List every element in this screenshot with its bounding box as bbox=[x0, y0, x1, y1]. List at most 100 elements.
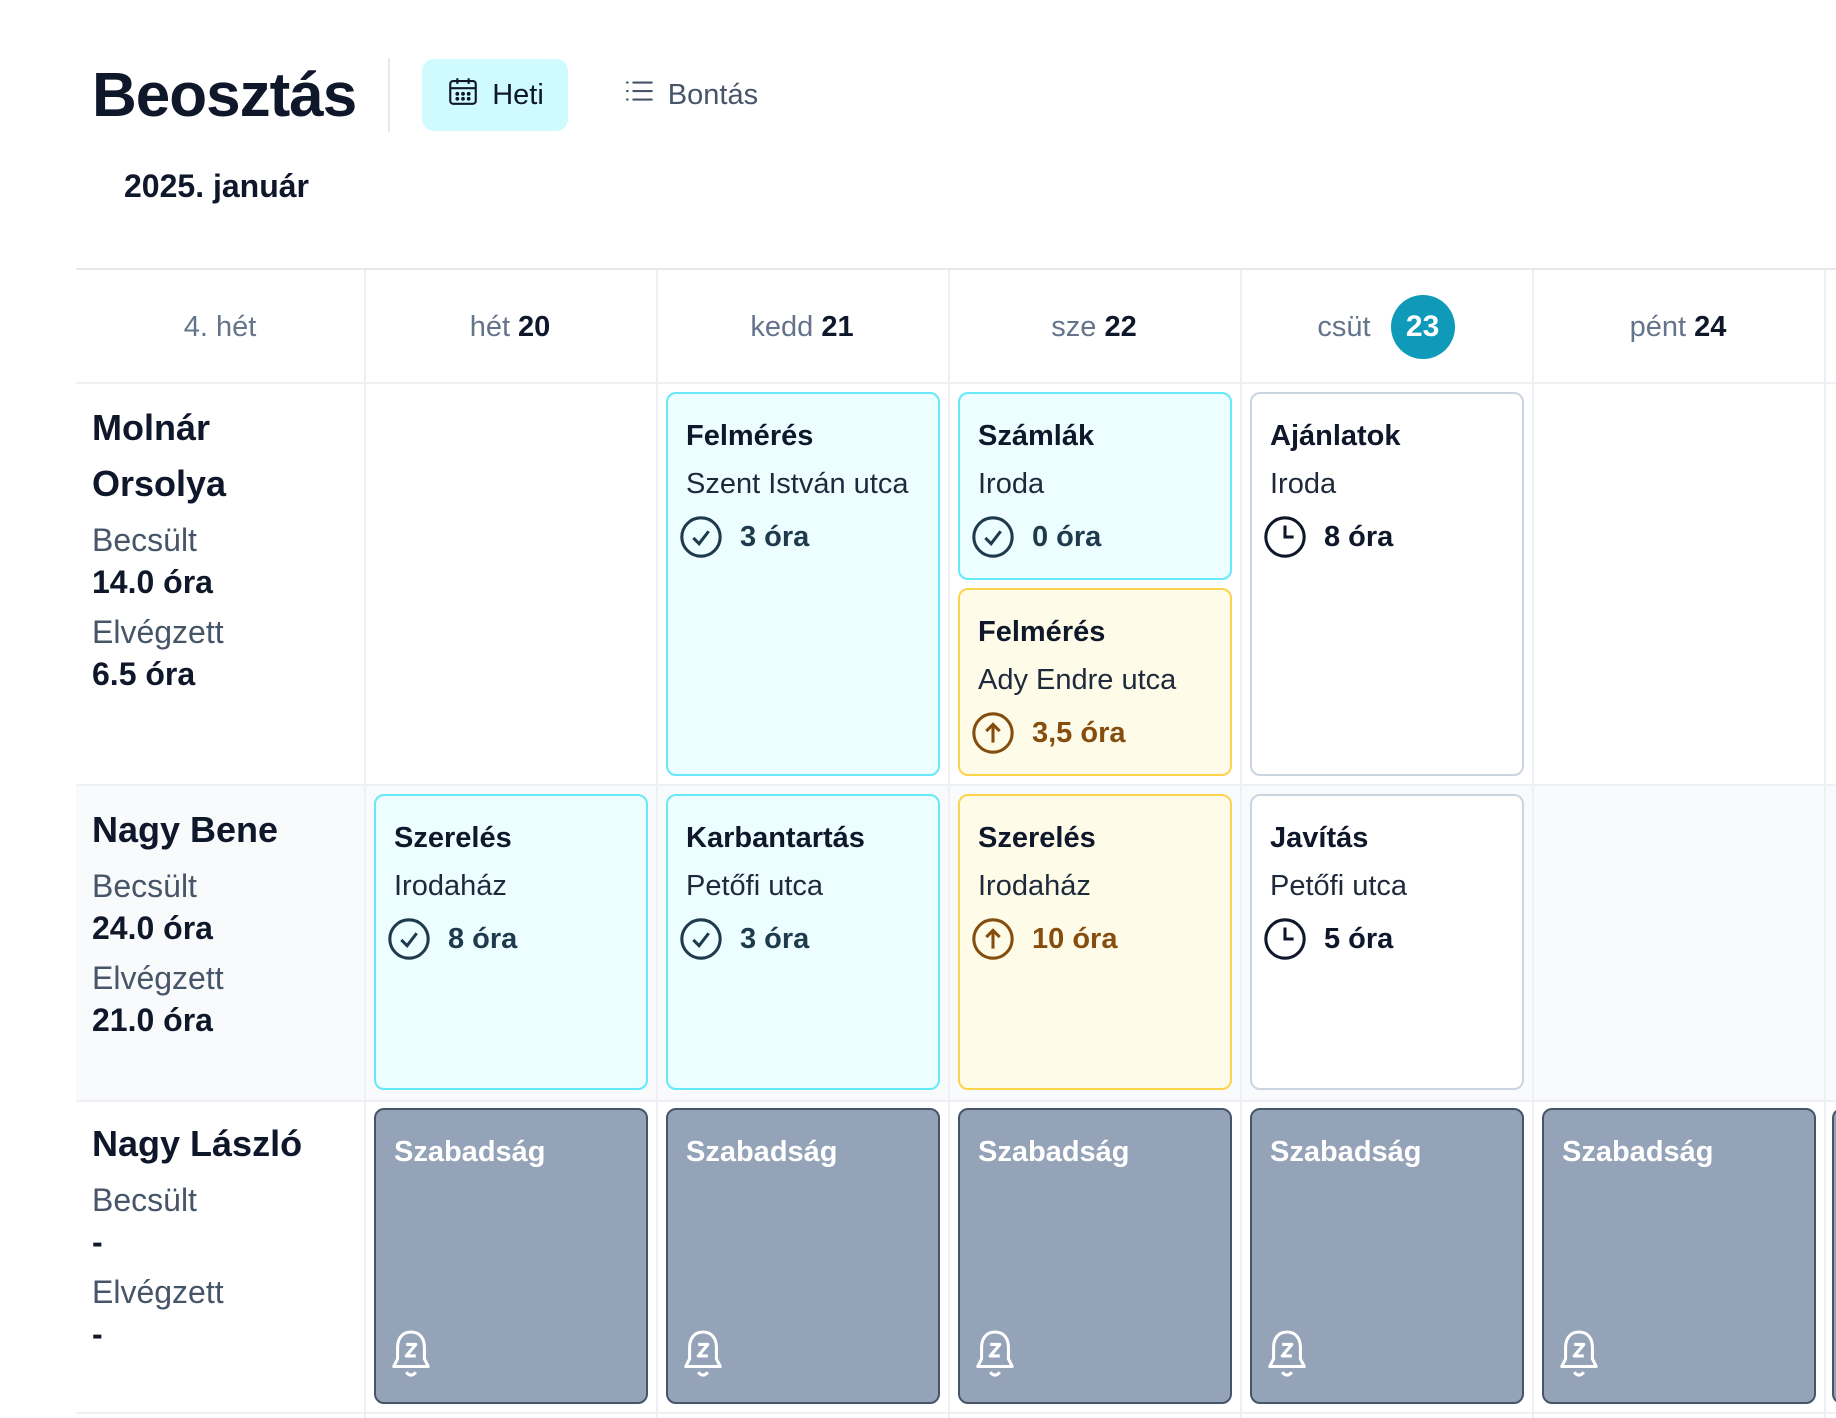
leave-label: Szabadság bbox=[1270, 1136, 1422, 1168]
month-label: 2025. január bbox=[124, 168, 309, 204]
task-card[interactable]: Szerelés Irodaház 8 óra bbox=[374, 794, 648, 1090]
bell-snooze-icon bbox=[392, 1330, 430, 1377]
task-location: Irodaház bbox=[978, 870, 1091, 902]
week-number: 4. hét bbox=[183, 310, 257, 343]
task-card[interactable]: Számlák Iroda 0 óra bbox=[958, 392, 1232, 580]
task-card[interactable]: Karbantartás Petőfi utca 3 óra bbox=[666, 794, 940, 1090]
task-card[interactable]: Ajánlatok Iroda 8 óra bbox=[1250, 392, 1524, 776]
task-location: Petőfi utca bbox=[1270, 870, 1408, 902]
task-hours: 3 óra bbox=[680, 916, 920, 962]
leave-card[interactable]: Szabadság bbox=[666, 1108, 940, 1404]
today-badge: 23 bbox=[1390, 295, 1455, 359]
day-header-wed[interactable]: sze 22 bbox=[1051, 310, 1137, 343]
estimated-value: 24.0 óra bbox=[92, 910, 213, 946]
employee-name: Molnár Orsolya bbox=[92, 407, 227, 504]
estimated-label: Becsült bbox=[92, 522, 197, 558]
employee-row-nagy-bene bbox=[76, 784, 1836, 1100]
employee-row-molnar bbox=[76, 384, 1836, 784]
day-header-mon[interactable]: hét 20 bbox=[469, 310, 551, 343]
column-divider bbox=[364, 268, 366, 1418]
done-label: Elvégzett bbox=[92, 1274, 224, 1310]
header-divider bbox=[388, 58, 391, 132]
row-divider bbox=[76, 1100, 1836, 1102]
column-divider bbox=[948, 268, 950, 1418]
employee-info: Nagy László Becsült - Elvégzett - bbox=[92, 1116, 302, 1356]
leave-card[interactable]: Szabadság bbox=[374, 1108, 648, 1404]
header: Beosztás Heti Bo bbox=[92, 58, 782, 132]
task-card[interactable]: Szerelés Irodaház 10 óra bbox=[958, 794, 1232, 1090]
task-hours: 5 óra bbox=[1264, 916, 1504, 962]
column-divider bbox=[1532, 268, 1534, 1418]
employee-name: Nagy Bene bbox=[92, 809, 279, 850]
task-title: Ajánlatok bbox=[1270, 420, 1401, 452]
arrow-up-circle-icon bbox=[972, 712, 1014, 754]
task-title: Javítás bbox=[1270, 822, 1369, 854]
done-label: Elvégzett bbox=[92, 960, 224, 996]
day-header-thu[interactable]: csüt 23 bbox=[1240, 270, 1532, 384]
arrow-up-circle-icon bbox=[972, 918, 1014, 960]
page-title: Beosztás bbox=[92, 60, 357, 130]
bell-snooze-icon bbox=[1560, 1330, 1598, 1377]
task-title: Karbantartás bbox=[686, 822, 865, 854]
estimated-value: 14.0 óra bbox=[92, 564, 213, 600]
row-divider bbox=[76, 784, 1836, 786]
check-circle-icon bbox=[388, 918, 430, 960]
leave-card[interactable]: Szabadság bbox=[1542, 1108, 1816, 1404]
task-hours: 8 óra bbox=[1264, 514, 1504, 560]
task-card[interactable]: Felmérés Szent István utca 3 óra bbox=[666, 392, 940, 776]
done-value: 6.5 óra bbox=[92, 656, 196, 692]
task-location: Ady Endre utca bbox=[978, 664, 1177, 696]
breakdown-view-button[interactable]: Bontás bbox=[598, 59, 782, 131]
task-hours: 10 óra bbox=[972, 916, 1212, 962]
task-card[interactable]: Javítás Petőfi utca 5 óra bbox=[1250, 794, 1524, 1090]
done-label: Elvégzett bbox=[92, 614, 224, 650]
estimated-value: - bbox=[92, 1224, 103, 1260]
row-divider bbox=[76, 1412, 1836, 1414]
check-circle-icon bbox=[680, 516, 722, 558]
leave-card[interactable]: Szabadság bbox=[1250, 1108, 1524, 1404]
clock-icon bbox=[1264, 918, 1306, 960]
breakdown-view-label: Bontás bbox=[667, 78, 759, 111]
weekly-view-label: Heti bbox=[492, 78, 544, 111]
employee-info: Molnár Orsolya Becsült 14.0 óra Elvégzet… bbox=[92, 400, 312, 696]
column-divider bbox=[656, 268, 658, 1418]
day-header-row: 4. hét hét 20 kedd 21 sze 22 csüt 23 pént 24 bbox=[76, 268, 1836, 384]
task-hours: 0 óra bbox=[972, 514, 1212, 560]
column-divider bbox=[1824, 268, 1826, 1418]
leave-label: Szabadság bbox=[1562, 1136, 1714, 1168]
task-title: Szerelés bbox=[394, 822, 512, 854]
bell-snooze-icon bbox=[1268, 1330, 1306, 1377]
task-location: Szent István utca bbox=[686, 468, 909, 500]
column-divider bbox=[1240, 268, 1242, 1418]
bell-snooze-icon bbox=[684, 1330, 722, 1377]
task-location: Irodaház bbox=[394, 870, 507, 902]
leave-label: Szabadság bbox=[686, 1136, 838, 1168]
employee-info: Nagy Bene Becsült 24.0 óra Elvégzett 21.… bbox=[92, 802, 278, 1042]
estimated-label: Becsült bbox=[92, 868, 197, 904]
calendar-icon bbox=[446, 74, 480, 116]
task-location: Petőfi utca bbox=[686, 870, 824, 902]
leave-label: Szabadság bbox=[394, 1136, 546, 1168]
task-location: Iroda bbox=[978, 468, 1045, 500]
check-circle-icon bbox=[972, 516, 1014, 558]
task-hours: 3 óra bbox=[680, 514, 920, 560]
clock-icon bbox=[1264, 516, 1306, 558]
day-header-fri[interactable]: pént 24 bbox=[1629, 310, 1727, 343]
estimated-label: Becsült bbox=[92, 1182, 197, 1218]
weekly-view-button[interactable]: Heti bbox=[422, 59, 568, 131]
task-card[interactable]: Felmérés Ady Endre utca 3,5 óra bbox=[958, 588, 1232, 776]
bell-snooze-icon bbox=[976, 1330, 1014, 1377]
leave-card[interactable]: Szabadság bbox=[958, 1108, 1232, 1404]
task-title: Felmérés bbox=[686, 420, 814, 452]
schedule-grid: 4. hét hét 20 kedd 21 sze 22 csüt 23 pént 24 bbox=[76, 268, 1836, 384]
task-location: Iroda bbox=[1270, 468, 1337, 500]
task-hours: 3,5 óra bbox=[972, 710, 1212, 756]
task-hours: 8 óra bbox=[388, 916, 628, 962]
done-value: 21.0 óra bbox=[92, 1002, 213, 1038]
employee-name: Nagy László bbox=[92, 1123, 303, 1164]
day-header-tue[interactable]: kedd 21 bbox=[750, 310, 854, 343]
check-circle-icon bbox=[680, 918, 722, 960]
task-title: Felmérés bbox=[978, 616, 1106, 648]
leave-card-partial[interactable] bbox=[1832, 1108, 1836, 1404]
